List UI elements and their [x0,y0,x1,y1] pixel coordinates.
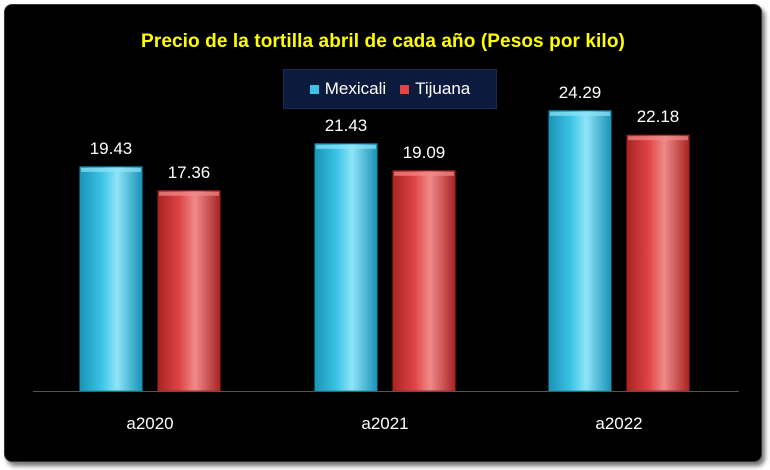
bar-highlight [550,111,610,116]
legend-label-mexicali: Mexicali [324,79,387,98]
bar-mexicali-a2022 [548,110,612,392]
bar-tijuana-a2022 [626,134,690,392]
bar-highlight [81,167,141,172]
plot-area: 19.43 21.43 24.29 17.36 19.09 22.18 a2020 a2021… [33,83,739,433]
value-label-tijuana-a2020: 17.36 [168,163,211,182]
value-label-tijuana-a2022: 22.18 [637,107,680,126]
bar-highlight [628,136,688,141]
labels-layer: 19.43 21.43 24.29 17.36 19.09 22.18 a2020 a2021… [90,83,680,433]
legend-swatch-mexicali [309,84,319,94]
bar-tijuana-a2021 [392,170,456,392]
bar-mexicali-a2020 [79,166,143,392]
chart-frame: Precio de la tortilla abril de cada año … [4,4,762,462]
chart-title: Precio de la tortilla abril de cada año … [141,31,625,52]
category-label-a2022: a2022 [595,414,642,433]
value-label-mexicali-a2022: 24.29 [559,83,602,102]
legend-entry-tijuana: Tijuana [400,79,470,99]
bar-highlight [316,144,376,149]
bars-layer [79,110,690,392]
bar-tijuana-a2020 [157,190,221,392]
legend-entry-mexicali: Mexicali [309,79,387,99]
value-label-mexicali-a2020: 19.43 [90,139,133,158]
value-label-tijuana-a2021: 19.09 [403,143,446,162]
legend: Mexicali Tijuana [283,69,497,109]
legend-label-tijuana: Tijuana [415,79,471,98]
value-label-mexicali-a2021: 21.43 [325,116,368,135]
bar-highlight [159,191,219,196]
category-label-a2021: a2021 [361,414,408,433]
category-label-a2020: a2020 [126,414,173,433]
bar-highlight [394,171,454,176]
legend-swatch-tijuana [400,84,410,94]
bar-mexicali-a2021 [314,143,378,392]
